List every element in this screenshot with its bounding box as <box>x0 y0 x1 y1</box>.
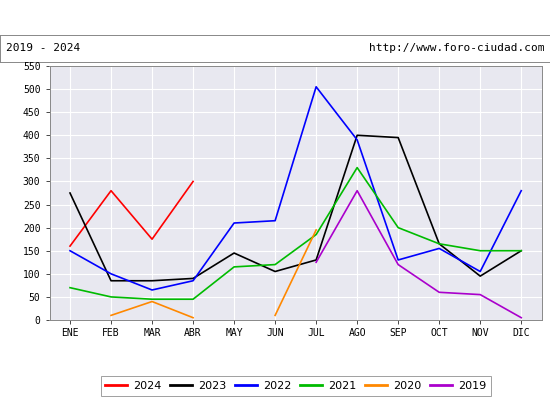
Text: Evolucion Nº Turistas Nacionales en el municipio de Encinasola de los Comendador: Evolucion Nº Turistas Nacionales en el m… <box>0 10 550 24</box>
Legend: 2024, 2023, 2022, 2021, 2020, 2019: 2024, 2023, 2022, 2021, 2020, 2019 <box>101 376 491 396</box>
Text: 2019 - 2024: 2019 - 2024 <box>6 43 80 53</box>
Text: http://www.foro-ciudad.com: http://www.foro-ciudad.com <box>369 43 544 53</box>
